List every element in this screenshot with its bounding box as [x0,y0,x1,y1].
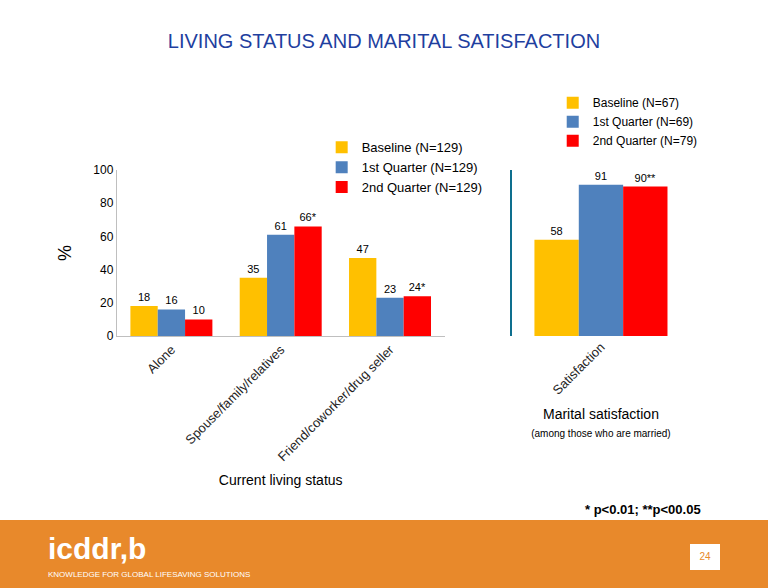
svg-text:47: 47 [357,243,369,255]
svg-text:2nd Quarter (N=129): 2nd Quarter (N=129) [362,180,482,195]
svg-text:80: 80 [100,196,114,210]
html-text:icddr,b: icddr,b [48,532,147,565]
svg-text:Marital satisfaction(among tho: Marital satisfaction(among those who are… [531,406,671,439]
svg-text:1st Quarter (N=69): 1st Quarter (N=69) [593,115,693,129]
svg-text:%: % [55,245,75,261]
svg-text:18: 18 [138,291,150,303]
svg-text:58: 58 [550,225,562,237]
html-text:KNOWLEDGE FOR GLOBAL LIFESAVIN: KNOWLEDGE FOR GLOBAL LIFESAVING SOLUTION… [48,570,251,579]
svg-text:60: 60 [100,230,114,244]
svg-text:0: 0 [107,329,114,343]
svg-text:66*: 66* [299,211,316,223]
svg-text:90**: 90** [635,172,657,184]
svg-text:16: 16 [165,294,177,306]
svg-text:91: 91 [595,170,607,182]
html-text:24: 24 [699,551,711,562]
svg-text:23: 23 [384,283,396,295]
html-text:LIVING STATUS AND MARITAL SATI: LIVING STATUS AND MARITAL SATISFACTION [167,30,601,52]
svg-text:Current living status: Current living status [219,472,343,488]
svg-text:1st Quarter (N=129): 1st Quarter (N=129) [362,160,478,175]
svg-text:24*: 24* [409,281,426,293]
svg-text:20: 20 [100,296,114,310]
svg-text:Spouse/family/relatives: Spouse/family/relatives [182,342,287,447]
svg-text:61: 61 [275,220,287,232]
svg-text:100: 100 [93,163,113,177]
svg-text:Baseline (N=67): Baseline (N=67) [593,96,679,110]
html-text:* p<0.01; **p<00.05: * p<0.01; **p<00.05 [585,502,701,517]
svg-text:10: 10 [193,304,205,316]
svg-text:40: 40 [100,263,114,277]
svg-text:Baseline (N=129): Baseline (N=129) [362,140,463,155]
svg-text:Alone: Alone [144,342,178,376]
svg-text:Satisfaction: Satisfaction [550,340,608,398]
svg-text:Friend/coworker/drug seller: Friend/coworker/drug seller [275,342,397,464]
svg-text:35: 35 [247,263,259,275]
svg-text:2nd Quarter (N=79): 2nd Quarter (N=79) [593,134,697,148]
